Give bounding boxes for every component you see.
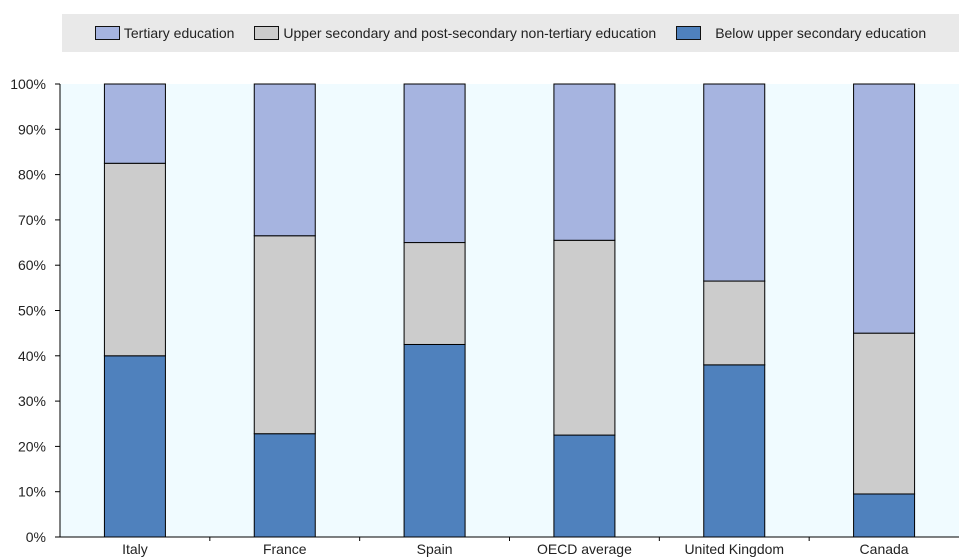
bar-united-kingdom-upper-secondary-and-post-secondary-non-tertiary-education [703,280,766,366]
bar-canada-tertiary-education [853,83,916,334]
y-tick-label: 40% [18,348,46,364]
bar-spain-below-upper-secondary-education [403,343,466,538]
bar-oecd-average-tertiary-education [553,83,616,241]
legend-item-upper-secondary: Upper secondary and post-secondary non-t… [254,25,656,41]
bar-group-canada [853,83,916,538]
bar-france-upper-secondary-and-post-secondary-non-tertiary-education [253,235,316,435]
bar-canada-below-upper-secondary-education [853,493,916,538]
bar-france-tertiary-education [253,83,316,237]
bar-group-italy [103,83,166,538]
y-tick-label: 50% [18,303,46,319]
y-tick-label: 90% [18,121,46,137]
x-tick-label-italy: Italy [122,541,148,557]
bar-canada-upper-secondary-and-post-secondary-non-tertiary-education [853,332,916,495]
y-tick-label: 80% [18,167,46,183]
bar-italy-below-upper-secondary-education [103,355,166,538]
bar-group-france [253,83,316,538]
legend-swatch-upper-secondary [254,26,280,40]
x-tick-label-oecd-average: OECD average [537,541,632,557]
x-tick-label-united-kingdom: United Kingdom [684,541,784,557]
y-tick-label: 10% [18,484,46,500]
bar-oecd-average-upper-secondary-and-post-secondary-non-tertiary-education [553,239,616,436]
legend-label-upper-secondary: Upper secondary and post-secondary non-t… [283,25,657,41]
legend-swatch-below-upper-secondary [676,26,702,40]
bar-united-kingdom-tertiary-education [703,83,766,282]
y-tick-label: 60% [18,257,46,273]
legend-item-below-upper-secondary: Below upper secondary education [676,25,926,41]
y-tick-label: 0% [26,529,46,545]
bar-italy-tertiary-education [103,83,166,164]
bar-spain-tertiary-education [403,83,466,244]
plot-area [60,84,959,537]
y-tick-label: 20% [18,438,46,454]
bar-united-kingdom-below-upper-secondary-education [703,364,766,538]
bar-group-united-kingdom [703,83,766,538]
bar-italy-upper-secondary-and-post-secondary-non-tertiary-education [103,162,166,357]
legend-label-below-upper-secondary: Below upper secondary education [715,25,927,41]
y-tick-label: 70% [18,212,46,228]
y-tick-label: 30% [18,393,46,409]
bar-group-oecd-average [553,83,616,538]
y-tick-label: 100% [10,76,46,92]
bar-spain-upper-secondary-and-post-secondary-non-tertiary-education [403,242,466,345]
legend-item-tertiary: Tertiary education [94,25,235,41]
bar-group-spain [403,83,466,538]
x-tick-label-canada: Canada [860,541,909,557]
bar-france-below-upper-secondary-education [253,433,316,538]
x-tick-label-france: France [263,541,307,557]
legend-label-tertiary: Tertiary education [123,25,235,41]
chart-legend: Tertiary education Upper secondary and p… [62,14,959,52]
bar-oecd-average-below-upper-secondary-education [553,434,616,538]
legend-swatch-tertiary [94,26,120,40]
x-tick-label-spain: Spain [417,541,453,557]
